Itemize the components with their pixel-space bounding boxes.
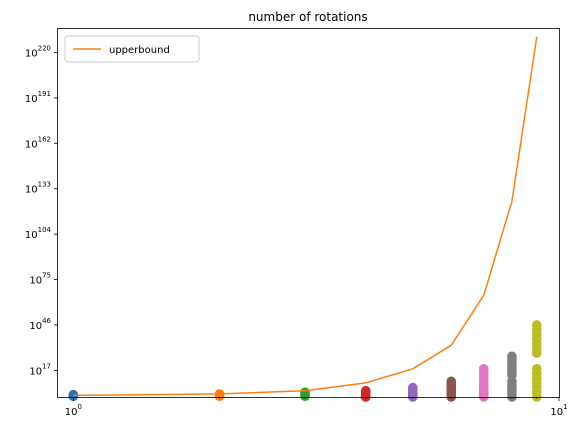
scatter-point — [507, 351, 517, 362]
chart-title: number of rotations — [248, 10, 367, 24]
plot-area — [68, 36, 542, 402]
legend-box — [64, 35, 200, 63]
scatter-point — [531, 320, 542, 330]
scatter-point — [407, 382, 418, 393]
scatter-point — [300, 387, 310, 398]
plot-frame — [57, 28, 560, 398]
scatter-point — [478, 364, 489, 374]
legend: upperbound — [64, 35, 200, 63]
y-tick-label: 10133 — [25, 181, 51, 196]
y-tick-label: 10191 — [25, 90, 51, 105]
upperbound-line — [73, 36, 538, 397]
x-tick-label: 100 — [65, 403, 82, 418]
y-tick-label: 10220 — [25, 44, 51, 59]
y-tick-label: 1046 — [29, 317, 51, 332]
y-tick-label: 1075 — [29, 272, 51, 287]
scatter-point — [531, 364, 542, 374]
axes: 100 101 1017 1046 1075 10104 10133 10162 10191 10… — [25, 44, 568, 418]
scatter-point — [446, 376, 457, 387]
y-tick-label: 1017 — [29, 362, 51, 377]
legend-label: upperbound — [109, 45, 170, 56]
y-tick-label: 10104 — [25, 226, 52, 241]
scatter-point — [360, 385, 371, 396]
x-tick-label: 101 — [550, 403, 567, 418]
y-tick-label: 10162 — [25, 135, 51, 150]
